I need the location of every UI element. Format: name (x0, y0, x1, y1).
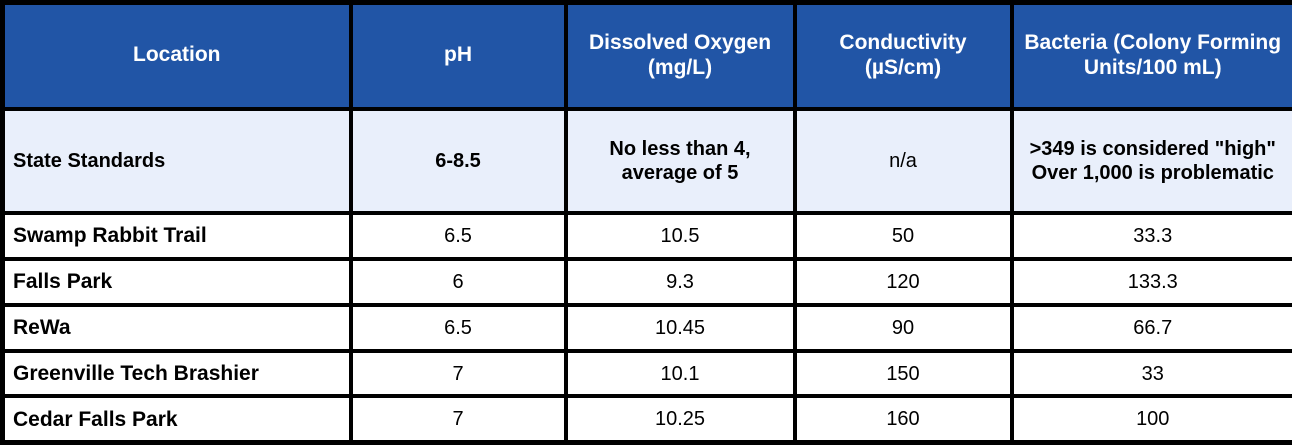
standards-bacteria-cell: >349 is considered "high" Over 1,000 is … (1009, 106, 1292, 215)
cell-location: Cedar Falls Park (0, 394, 353, 445)
cell-location: Swamp Rabbit Trail (0, 210, 353, 261)
cell-ph: 6 (348, 256, 568, 307)
cell-ph: 7 (348, 348, 568, 399)
cell-conductivity: 150 (792, 348, 1014, 399)
cell-dissolved-oxygen: 10.5 (563, 210, 797, 261)
table-row-rewa: ReWa 6.5 10.45 90 66.7 (0, 302, 1292, 353)
cell-dissolved-oxygen: 9.3 (563, 256, 797, 307)
standards-conductivity-cell: n/a (792, 106, 1014, 215)
standards-dissolved-oxygen-cell: No less than 4, average of 5 (563, 106, 797, 215)
standards-location-cell: State Standards (0, 106, 353, 215)
cell-dissolved-oxygen: 10.25 (563, 394, 797, 445)
cell-ph: 7 (348, 394, 568, 445)
cell-ph: 6.5 (348, 302, 568, 353)
table-row-falls-park: Falls Park 6 9.3 120 133.3 (0, 256, 1292, 307)
column-header-location: Location (0, 0, 353, 111)
cell-bacteria: 100 (1009, 394, 1292, 445)
table-row-cedar-falls-park: Cedar Falls Park 7 10.25 160 100 (0, 394, 1292, 445)
cell-location: Greenville Tech Brashier (0, 348, 353, 399)
table-row-swamp-rabbit-trail: Swamp Rabbit Trail 6.5 10.5 50 33.3 (0, 210, 1292, 261)
cell-location: Falls Park (0, 256, 353, 307)
cell-dissolved-oxygen: 10.45 (563, 302, 797, 353)
cell-bacteria: 33.3 (1009, 210, 1292, 261)
column-header-bacteria: Bacteria (Colony Forming Units/100 mL) (1009, 0, 1292, 111)
table-header-row: Location pH Dissolved Oxygen (mg/L) Cond… (0, 0, 1292, 111)
cell-conductivity: 90 (792, 302, 1014, 353)
cell-bacteria: 33 (1009, 348, 1292, 399)
cell-bacteria: 66.7 (1009, 302, 1292, 353)
column-header-conductivity: Conductivity (µS/cm) (792, 0, 1014, 111)
cell-location: ReWa (0, 302, 353, 353)
table-row-greenville-tech-brashier: Greenville Tech Brashier 7 10.1 150 33 (0, 348, 1292, 399)
cell-ph: 6.5 (348, 210, 568, 261)
column-header-dissolved-oxygen: Dissolved Oxygen (mg/L) (563, 0, 797, 111)
cell-conductivity: 50 (792, 210, 1014, 261)
cell-conductivity: 120 (792, 256, 1014, 307)
cell-dissolved-oxygen: 10.1 (563, 348, 797, 399)
state-standards-row: State Standards 6-8.5 No less than 4, av… (0, 106, 1292, 215)
standards-ph-cell: 6-8.5 (348, 106, 568, 215)
column-header-ph: pH (348, 0, 568, 111)
cell-conductivity: 160 (792, 394, 1014, 445)
cell-bacteria: 133.3 (1009, 256, 1292, 307)
